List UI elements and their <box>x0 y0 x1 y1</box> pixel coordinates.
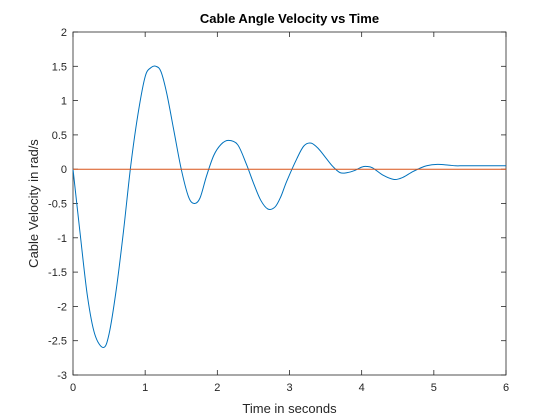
x-tick-label-1: 1 <box>142 382 148 394</box>
y-tick-label-0: -3 <box>57 370 67 382</box>
y-axis-label: Cable Velocity in rad/s <box>26 139 41 268</box>
ticks-group: 0 1 2 3 4 5 6 -3 -2.5 -2 -1.5 -1 -0.5 0 0.5 1 1.5 2 <box>48 27 509 394</box>
y-tick-label-1: -2.5 <box>48 336 67 348</box>
x-tick-label-3: 3 <box>286 382 292 394</box>
y-tick-label-3: -1.5 <box>48 267 67 279</box>
series-line-0 <box>72 65 506 349</box>
y-tick-label-4: -1 <box>57 233 67 245</box>
x-axis-label: Time in seconds <box>242 401 337 416</box>
x-tick-label-2: 2 <box>214 382 220 394</box>
chart-title: Cable Angle Velocity vs Time <box>200 11 379 26</box>
x-tick-label-5: 5 <box>431 382 437 394</box>
series-group <box>72 65 506 349</box>
y-tick-label-5: -0.5 <box>48 199 67 211</box>
x-tick-label-0: 0 <box>70 382 76 394</box>
axes-box <box>72 31 507 376</box>
y-tick-label-9: 1.5 <box>52 61 67 73</box>
y-tick-label-2: -2 <box>57 301 67 313</box>
plot-area: 0 1 2 3 4 5 6 -3 -2.5 -2 -1.5 -1 -0.5 0 0.5 1 1.5 2 <box>48 27 509 394</box>
y-tick-label-10: 2 <box>61 27 67 39</box>
x-tick-label-6: 6 <box>503 382 509 394</box>
y-tick-label-8: 1 <box>61 96 67 108</box>
y-tick-label-7: 0.5 <box>52 130 67 142</box>
x-tick-label-4: 4 <box>359 382 365 394</box>
y-tick-label-6: 0 <box>61 164 67 176</box>
